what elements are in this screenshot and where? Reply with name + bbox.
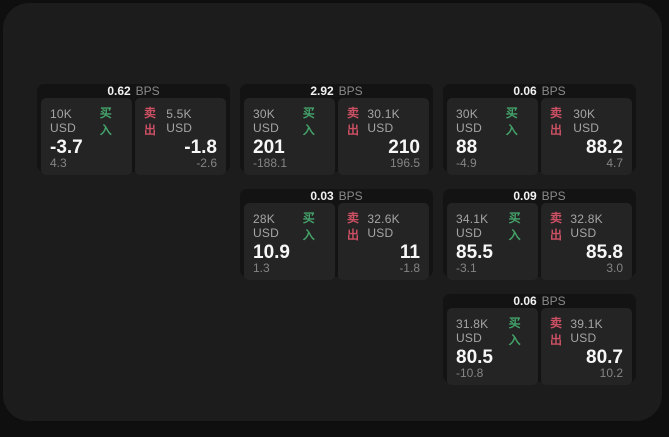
quote-card: 0.03 BPS 28K USD 买入 10.9 1.3 卖出 32.6K US…: [240, 189, 433, 280]
sell-delta: -2.6: [196, 156, 217, 170]
spread-value: 0.62: [107, 84, 131, 98]
sell-label: 卖出: [144, 106, 157, 137]
sell-label: 卖出: [550, 316, 563, 347]
buy-value: 80.5: [456, 347, 493, 368]
buy-label: 买入: [302, 211, 315, 242]
sell-panel[interactable]: 卖出 5.5K USD -1.8 -2.6: [135, 98, 226, 175]
quote-body: 28K USD 买入 10.9 1.3 卖出 32.6K USD 11 -1.8: [240, 203, 433, 284]
sell-value: 11: [399, 242, 420, 263]
quote-body: 30K USD 买入 88 -4.9 卖出 30K USD 88.2 4.7: [443, 98, 636, 179]
spread-value: 0.06: [513, 84, 537, 98]
sell-amount: 39.1K USD: [570, 317, 603, 345]
spread-unit: BPS: [541, 294, 566, 308]
sell-label: 卖出: [347, 211, 360, 242]
spread-unit: BPS: [541, 84, 566, 98]
quotes-grid: 0.62 BPS 10K USD 买入 -3.7 4.3 卖出 5.5K USD: [37, 84, 636, 385]
quote-card: 0.06 BPS 31.8K USD 买入 80.5 -10.8 卖出 39.1…: [443, 294, 636, 385]
spread-header: 0.06 BPS: [443, 84, 636, 98]
sell-panel[interactable]: 卖出 39.1K USD 80.7 10.2: [541, 308, 632, 385]
quote-card: 0.06 BPS 30K USD 买入 88 -4.9 卖出 30K USD: [443, 84, 636, 175]
sell-value: -1.8: [184, 137, 217, 158]
buy-amount: 30K USD: [253, 107, 279, 135]
spread-header: 0.09 BPS: [443, 189, 636, 203]
buy-value: -3.7: [50, 137, 83, 158]
buy-value: 201: [253, 137, 285, 158]
sell-amount: 5.5K USD: [166, 107, 193, 135]
buy-label: 买入: [508, 211, 521, 242]
buy-delta: -3.1: [456, 261, 477, 275]
sell-label: 卖出: [550, 211, 563, 242]
sell-value: 210: [388, 137, 420, 158]
buy-amount: 31.8K USD: [456, 317, 489, 345]
sell-label: 卖出: [347, 106, 360, 137]
buy-amount: 30K USD: [456, 107, 482, 135]
sell-panel[interactable]: 卖出 30K USD 88.2 4.7: [541, 98, 632, 175]
buy-amount: 10K USD: [50, 107, 76, 135]
spread-value: 0.06: [513, 294, 537, 308]
sell-amount: 32.8K USD: [570, 212, 603, 240]
quote-card: 2.92 BPS 30K USD 买入 201 -188.1 卖出 30.1K …: [240, 84, 433, 175]
buy-delta: -10.8: [456, 366, 484, 380]
sell-amount: 30.1K USD: [367, 107, 400, 135]
buy-label: 买入: [508, 316, 521, 347]
buy-delta: 1.3: [253, 261, 270, 275]
buy-value: 10.9: [253, 242, 290, 263]
sell-value: 80.7: [586, 347, 623, 368]
sell-amount: 32.6K USD: [367, 212, 400, 240]
spread-value: 0.03: [310, 189, 334, 203]
sell-value: 88.2: [586, 137, 623, 158]
sell-panel[interactable]: 卖出 32.8K USD 85.8 3.0: [541, 203, 632, 280]
sell-delta: 10.2: [599, 366, 623, 380]
sell-panel[interactable]: 卖出 30.1K USD 210 196.5: [338, 98, 429, 175]
spread-value: 2.92: [310, 84, 334, 98]
spread-header: 0.06 BPS: [443, 294, 636, 308]
buy-panel[interactable]: 28K USD 买入 10.9 1.3: [244, 203, 335, 280]
buy-value: 88: [456, 137, 478, 158]
spread-header: 2.92 BPS: [240, 84, 433, 98]
buy-panel[interactable]: 30K USD 买入 88 -4.9: [447, 98, 538, 175]
buy-panel[interactable]: 31.8K USD 买入 80.5 -10.8: [447, 308, 538, 385]
buy-amount: 34.1K USD: [456, 212, 489, 240]
quote-card: 0.62 BPS 10K USD 买入 -3.7 4.3 卖出 5.5K USD: [37, 84, 230, 175]
sell-delta: 4.7: [606, 156, 623, 170]
quote-card: 0.09 BPS 34.1K USD 买入 85.5 -3.1 卖出 32.8K…: [443, 189, 636, 280]
spread-header: 0.03 BPS: [240, 189, 433, 203]
buy-value: 85.5: [456, 242, 493, 263]
quote-body: 30K USD 买入 201 -188.1 卖出 30.1K USD 210 1…: [240, 98, 433, 179]
sell-delta: 196.5: [389, 156, 420, 170]
main-panel: 0.62 BPS 10K USD 买入 -3.7 4.3 卖出 5.5K USD: [3, 3, 662, 421]
sell-delta: -1.8: [399, 261, 420, 275]
buy-label: 买入: [505, 106, 518, 137]
quote-body: 31.8K USD 买入 80.5 -10.8 卖出 39.1K USD 80.…: [443, 308, 636, 389]
sell-delta: 3.0: [606, 261, 623, 275]
buy-label: 买入: [302, 106, 315, 137]
buy-panel[interactable]: 10K USD 买入 -3.7 4.3: [41, 98, 132, 175]
spread-unit: BPS: [338, 189, 363, 203]
buy-panel[interactable]: 34.1K USD 买入 85.5 -3.1: [447, 203, 538, 280]
quote-body: 10K USD 买入 -3.7 4.3 卖出 5.5K USD -1.8 -2.…: [37, 98, 230, 179]
buy-delta: 4.3: [50, 156, 67, 170]
spread-unit: BPS: [541, 189, 566, 203]
buy-delta: -188.1: [253, 156, 288, 170]
buy-amount: 28K USD: [253, 212, 279, 240]
spread-unit: BPS: [338, 84, 363, 98]
buy-label: 买入: [99, 106, 112, 137]
quote-body: 34.1K USD 买入 85.5 -3.1 卖出 32.8K USD 85.8…: [443, 203, 636, 284]
sell-amount: 30K USD: [573, 107, 600, 135]
spread-unit: BPS: [135, 84, 160, 98]
sell-value: 85.8: [586, 242, 623, 263]
spread-header: 0.62 BPS: [37, 84, 230, 98]
spread-value: 0.09: [513, 189, 537, 203]
buy-panel[interactable]: 30K USD 买入 201 -188.1: [244, 98, 335, 175]
sell-label: 卖出: [550, 106, 563, 137]
sell-panel[interactable]: 卖出 32.6K USD 11 -1.8: [338, 203, 429, 280]
buy-delta: -4.9: [456, 156, 477, 170]
